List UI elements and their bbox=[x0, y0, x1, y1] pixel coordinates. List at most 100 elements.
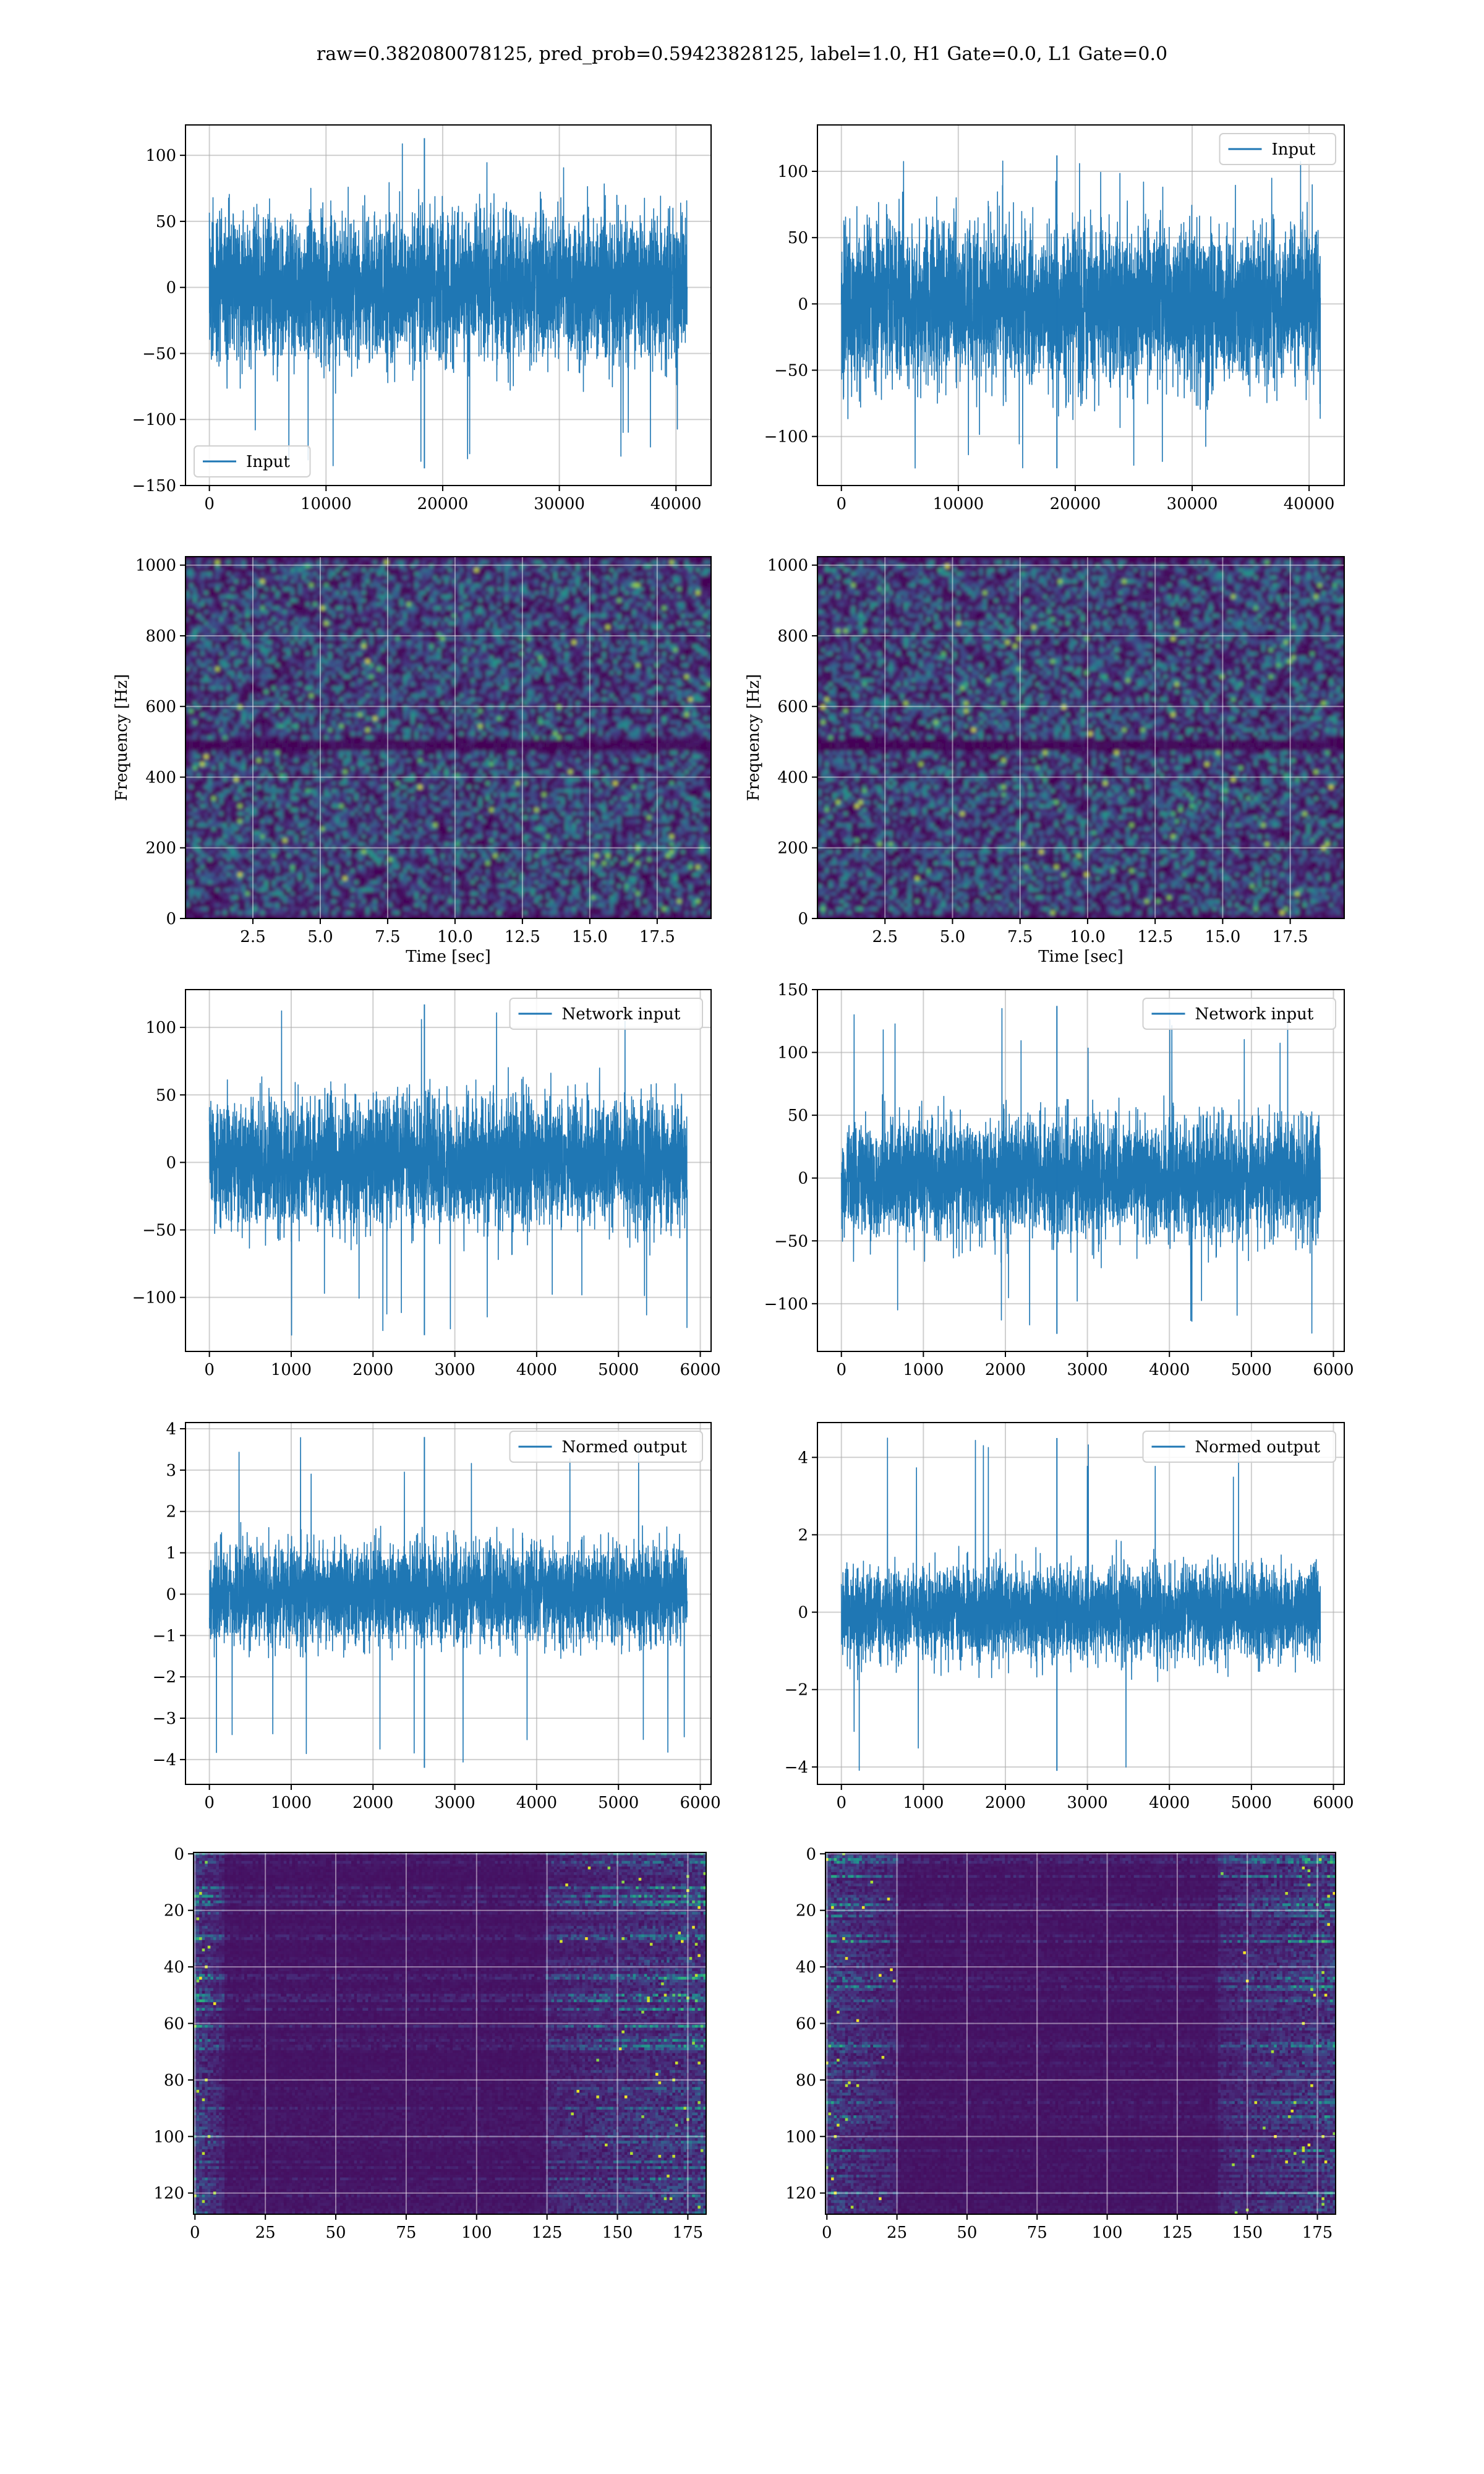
spectrogram-cell bbox=[339, 572, 344, 576]
spectrogram-cell bbox=[186, 595, 190, 599]
spectrogram-cell bbox=[245, 591, 250, 595]
spectrogram-cell bbox=[276, 587, 280, 591]
spectrogram-cell bbox=[418, 557, 422, 561]
spectrogram-cell bbox=[227, 560, 231, 565]
spectrogram-cell bbox=[305, 587, 310, 591]
spectrogram-cell bbox=[662, 576, 667, 580]
spectrogram-cell bbox=[197, 568, 201, 572]
spectrogram-cell bbox=[418, 587, 422, 591]
spectrogram-cell bbox=[595, 580, 599, 584]
spectrogram-cell bbox=[546, 576, 550, 580]
spectrogram-cell bbox=[553, 568, 558, 572]
spectrogram-cell bbox=[257, 580, 261, 584]
spectrogram-cell bbox=[471, 572, 475, 576]
spectrogram-cell bbox=[265, 587, 269, 591]
spectrogram-cell bbox=[693, 591, 697, 595]
spectrogram-cell bbox=[659, 599, 663, 603]
spectrogram-cell bbox=[640, 587, 644, 591]
spectrogram-cell bbox=[459, 557, 464, 561]
spectrogram-cell bbox=[553, 595, 558, 599]
spectrogram-cell bbox=[659, 591, 663, 595]
spectrogram-cell bbox=[621, 599, 625, 603]
spectrogram-cell bbox=[516, 568, 520, 572]
spectrogram-cell bbox=[493, 576, 498, 580]
spectrogram-cell bbox=[542, 568, 547, 572]
spectrogram-cell bbox=[253, 587, 257, 591]
spectrogram-cell bbox=[257, 568, 261, 572]
spectrogram-cell bbox=[332, 580, 336, 584]
spectrogram-cell bbox=[414, 587, 419, 591]
spectrogram-cell bbox=[358, 560, 362, 565]
spectrogram-cell bbox=[220, 568, 224, 572]
spectrogram-cell bbox=[204, 599, 208, 603]
spectrogram-cell bbox=[486, 583, 490, 588]
spectrogram-cell bbox=[430, 572, 434, 576]
spectrogram-cell bbox=[276, 599, 280, 603]
spectrogram-cell bbox=[659, 572, 663, 576]
spectrogram-cell bbox=[606, 560, 610, 565]
spectrogram-cell bbox=[365, 595, 370, 599]
spectrogram-cell bbox=[265, 576, 269, 580]
spectrogram-cell bbox=[411, 572, 415, 576]
spectrogram-cell bbox=[482, 591, 487, 595]
spectrogram-cell bbox=[193, 580, 197, 584]
spectrogram-cell bbox=[696, 583, 701, 588]
spectrogram-cell bbox=[430, 557, 434, 561]
spectrogram-cell bbox=[610, 580, 614, 584]
spectrogram-cell bbox=[501, 572, 505, 576]
spectrogram-cell bbox=[666, 568, 670, 572]
spectrogram-cell bbox=[584, 587, 588, 591]
spectrogram-cell bbox=[399, 572, 404, 576]
spectrogram-cell bbox=[313, 595, 317, 599]
spectrogram-cell bbox=[644, 583, 648, 588]
spectrogram-cell bbox=[242, 572, 246, 576]
spectrogram-cell bbox=[666, 557, 670, 561]
spectrogram-cell bbox=[568, 572, 573, 576]
spectrogram-cell bbox=[561, 583, 565, 588]
spectrogram-cell bbox=[343, 580, 348, 584]
spectrogram-cell bbox=[276, 572, 280, 576]
spectrogram-cell bbox=[392, 576, 396, 580]
spectrogram-cell bbox=[527, 557, 532, 561]
spectrogram-cell bbox=[407, 580, 411, 584]
spectrogram-cell bbox=[325, 587, 329, 591]
spectrogram-cell bbox=[670, 580, 674, 584]
spectrogram-cell bbox=[227, 587, 231, 591]
spectrogram-cell bbox=[381, 580, 385, 584]
spectrogram-cell bbox=[193, 572, 197, 576]
spectrogram-cell bbox=[519, 591, 524, 595]
spectrogram-cell bbox=[576, 576, 580, 580]
spectrogram-cell bbox=[418, 572, 422, 576]
x-tick-label: 40000 bbox=[650, 495, 702, 513]
spectrogram-cell bbox=[599, 576, 603, 580]
spectrogram-cell bbox=[490, 560, 494, 565]
spectrogram-cell bbox=[407, 557, 411, 561]
spectrogram-cell bbox=[628, 568, 633, 572]
spectrogram-cell bbox=[602, 587, 607, 591]
spectrogram-cell bbox=[231, 568, 235, 572]
spectrogram-cell bbox=[283, 557, 288, 561]
spectrogram-cell bbox=[325, 560, 329, 565]
spectrogram-cell bbox=[381, 595, 385, 599]
spectrogram-cell bbox=[516, 595, 520, 599]
spectrogram-cell bbox=[471, 583, 475, 588]
spectrogram-cell bbox=[309, 591, 313, 595]
spectrogram-cell bbox=[595, 560, 599, 565]
spectrogram-cell bbox=[305, 591, 310, 595]
spectrogram-cell bbox=[475, 580, 479, 584]
spectrogram-cell bbox=[553, 591, 558, 595]
spectrogram-cell bbox=[298, 595, 302, 599]
spectrogram-cell bbox=[399, 583, 404, 588]
spectrogram-cell bbox=[362, 576, 366, 580]
spectrogram-cell bbox=[328, 560, 333, 565]
spectrogram-cell bbox=[636, 583, 641, 588]
spectrogram-cell bbox=[681, 568, 685, 572]
spectrogram-cell bbox=[463, 572, 467, 576]
spectrogram-cell bbox=[291, 591, 295, 595]
spectrogram-cell bbox=[227, 591, 231, 595]
spectrogram-cell bbox=[430, 568, 434, 572]
spectrogram-cell bbox=[463, 568, 467, 572]
spectrogram-cell bbox=[332, 587, 336, 591]
spectrogram-cell bbox=[377, 560, 382, 565]
spectrogram-cell bbox=[497, 587, 501, 591]
